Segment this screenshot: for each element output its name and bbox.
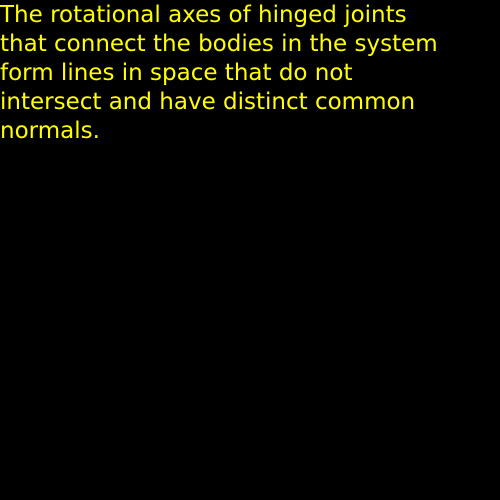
text-line: form lines in space that do not <box>0 60 353 86</box>
text-line: The rotational axes of hinged joints <box>0 2 407 28</box>
text-line: intersect and have distinct common <box>0 89 416 115</box>
text-line: that connect the bodies in the system <box>0 31 438 57</box>
text-line: normals. <box>0 118 100 144</box>
description-text: The rotational axes of hinged joints tha… <box>0 1 500 146</box>
